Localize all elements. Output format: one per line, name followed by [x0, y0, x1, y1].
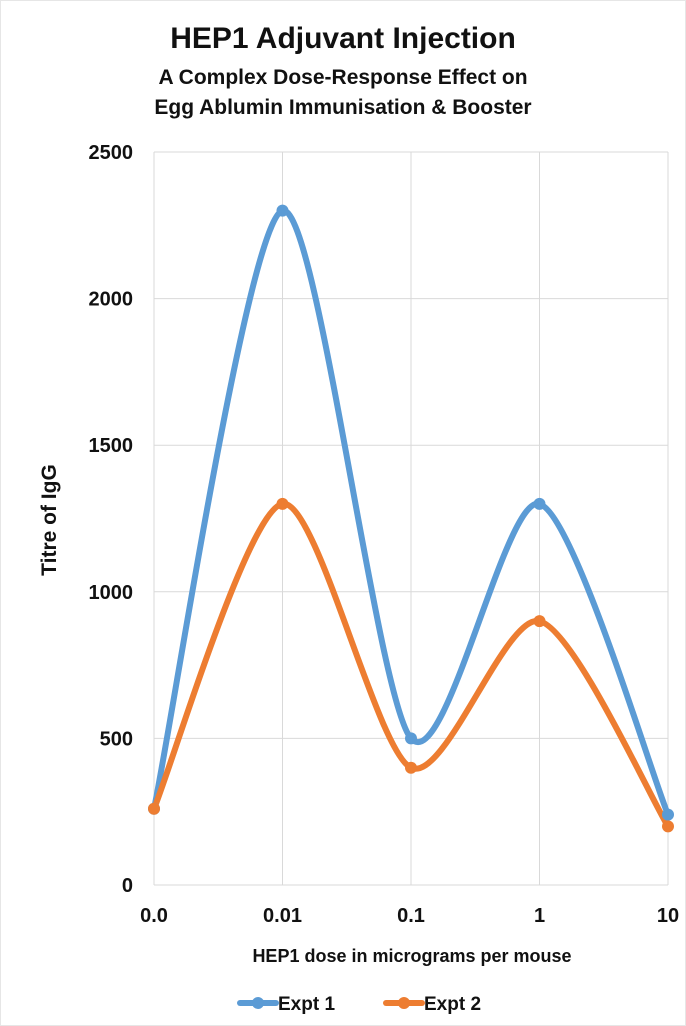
y-tick-label: 2000 — [89, 289, 134, 311]
data-point-series-2 — [148, 802, 160, 815]
chart-subtitle-line-1: A Complex Dose-Response Effect on — [158, 66, 528, 89]
data-point-series-2 — [276, 497, 289, 510]
y-tick-label: 1500 — [89, 435, 134, 457]
series-line-1 — [151, 207, 671, 818]
y-tick-labels: 0 500 1000 1500 2000 2500 — [89, 142, 134, 897]
data-points — [148, 204, 674, 833]
data-point-series-1 — [276, 204, 289, 217]
legend-label: Expt 1 — [278, 994, 335, 1015]
data-point-series-1 — [405, 732, 417, 745]
x-tick-labels: 0.0 0.01 0.1 1 10 — [140, 905, 679, 927]
chart-subtitle-line-2: Egg Ablumin Immunisation & Booster — [154, 96, 532, 119]
gridlines — [153, 151, 669, 886]
x-tick-label: 0.01 — [263, 905, 302, 927]
data-point-series-2 — [405, 761, 417, 774]
x-tick-label: 0.1 — [397, 905, 425, 927]
y-tick-label: 1000 — [89, 582, 134, 604]
x-tick-label: 1 — [534, 905, 545, 927]
legend-swatch-marker — [252, 997, 264, 1009]
legend: Expt 1 Expt 2 — [237, 994, 481, 1015]
data-point-series-2 — [533, 615, 546, 628]
data-point-series-1 — [533, 497, 546, 510]
data-point-series-2 — [662, 820, 674, 833]
x-tick-label: 0.0 — [140, 905, 168, 927]
legend-label: Expt 2 — [424, 994, 481, 1015]
series-lines — [151, 207, 671, 830]
y-tick-label: 500 — [100, 728, 133, 750]
data-point-series-1 — [662, 808, 674, 821]
x-tick-label: 10 — [657, 905, 679, 927]
x-axis-title: HEP1 dose in micrograms per mouse — [252, 946, 571, 966]
y-tick-label: 2500 — [89, 142, 134, 164]
y-tick-label: 0 — [122, 875, 133, 897]
y-axis-title: Titre of IgG — [38, 464, 61, 576]
chart-title: HEP1 Adjuvant Injection — [170, 22, 516, 55]
legend-swatch-marker — [398, 997, 410, 1009]
series-line-2 — [151, 500, 671, 830]
